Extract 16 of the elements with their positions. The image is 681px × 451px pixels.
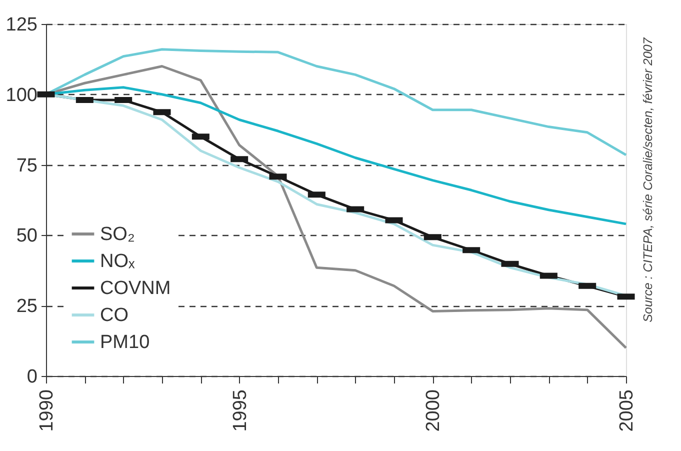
x-tick-label: 2005	[616, 390, 638, 432]
source-note: Source : CITEPA, série Coralie/secten, février 2007	[641, 36, 655, 322]
y-tick-label: 0	[26, 366, 38, 388]
legend-label: COVNM	[100, 278, 171, 299]
legend-label: PM10	[100, 332, 150, 353]
legend-label: NOₓ	[100, 251, 136, 272]
y-tick-label: 100	[6, 84, 38, 106]
x-tick-label: 1995	[230, 390, 251, 432]
legend-label: CO	[100, 305, 128, 326]
y-tick-label: 25	[16, 296, 38, 318]
y-tick-label: 75	[16, 155, 38, 176]
y-tick-label: 50	[16, 226, 38, 247]
y-tick-label: 125	[6, 14, 38, 36]
x-tick-label: 1990	[36, 390, 58, 432]
legend-label: SO₂	[100, 224, 135, 245]
x-tick-label: 2000	[423, 390, 444, 432]
